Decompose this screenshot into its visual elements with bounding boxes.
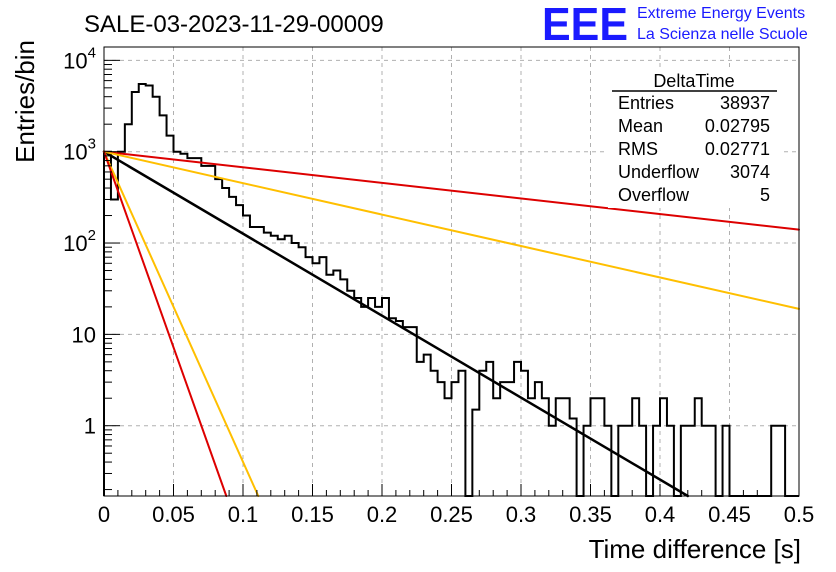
y-tick-label: 1 — [84, 414, 96, 439]
stats-value: 0.02771 — [705, 139, 770, 159]
fit-curve-3 — [103, 150, 800, 310]
stats-label: Overflow — [618, 185, 690, 205]
x-tick-label: 0.15 — [291, 502, 334, 527]
x-tick-label: 0.5 — [784, 502, 815, 527]
x-tick-label: 0.2 — [367, 502, 398, 527]
fit-curve-5 — [103, 150, 228, 497]
fit-curves — [102, 150, 800, 498]
stats-value: 38937 — [720, 93, 770, 113]
stats-title: DeltaTime — [653, 71, 734, 91]
stats-value: 3074 — [730, 162, 770, 182]
stats-label: Mean — [618, 116, 663, 136]
histogram — [103, 83, 799, 497]
stats-label: Entries — [618, 93, 674, 113]
stats-value: 5 — [760, 185, 770, 205]
x-tick-label: 0.25 — [430, 502, 473, 527]
eee-logo-line2: La Scienza nelle Scuole — [637, 26, 808, 43]
stats-rows: Entries 38937 Mean 0.02795 RMS 0.02771Underfl… — [618, 93, 770, 205]
fit-curve-2 — [103, 150, 800, 231]
histogram-outline — [103, 83, 799, 497]
x-tick-label: 0.1 — [228, 502, 259, 527]
x-tick-label: 0.45 — [708, 502, 751, 527]
x-tick-label: 0.05 — [152, 502, 195, 527]
x-tick-label: 0 — [98, 502, 110, 527]
y-tick-label: 10 — [72, 322, 96, 347]
stats-label: RMS — [618, 139, 658, 159]
stats-label: Underflow — [618, 162, 700, 182]
x-axis-title: Time difference [s] — [589, 534, 801, 564]
x-tick-labels: 0 0.05 0.1 0.15 0.2 0.25 0.3 0.35 0.4 0.45 0.5 — [98, 502, 814, 527]
fit-curve-1 — [102, 150, 690, 498]
eee-logo: EEE — [542, 0, 628, 50]
axis-ticks — [103, 59, 800, 496]
x-tick-label: 0.3 — [506, 502, 537, 527]
fit-curve-4 — [103, 150, 260, 497]
stats-box: DeltaTime Entries 38937 Mean 0.02795 RMS 0.02… — [608, 68, 780, 208]
y-axis-title: Entries/bin — [10, 40, 40, 163]
eee-logo-line1: Extreme Energy Events — [637, 5, 805, 22]
chart-title: SALE-03-2023-11-29-00009 — [84, 11, 384, 38]
stats-value: 0.02795 — [705, 116, 770, 136]
x-tick-label: 0.35 — [569, 502, 612, 527]
x-tick-label: 0.4 — [645, 502, 676, 527]
